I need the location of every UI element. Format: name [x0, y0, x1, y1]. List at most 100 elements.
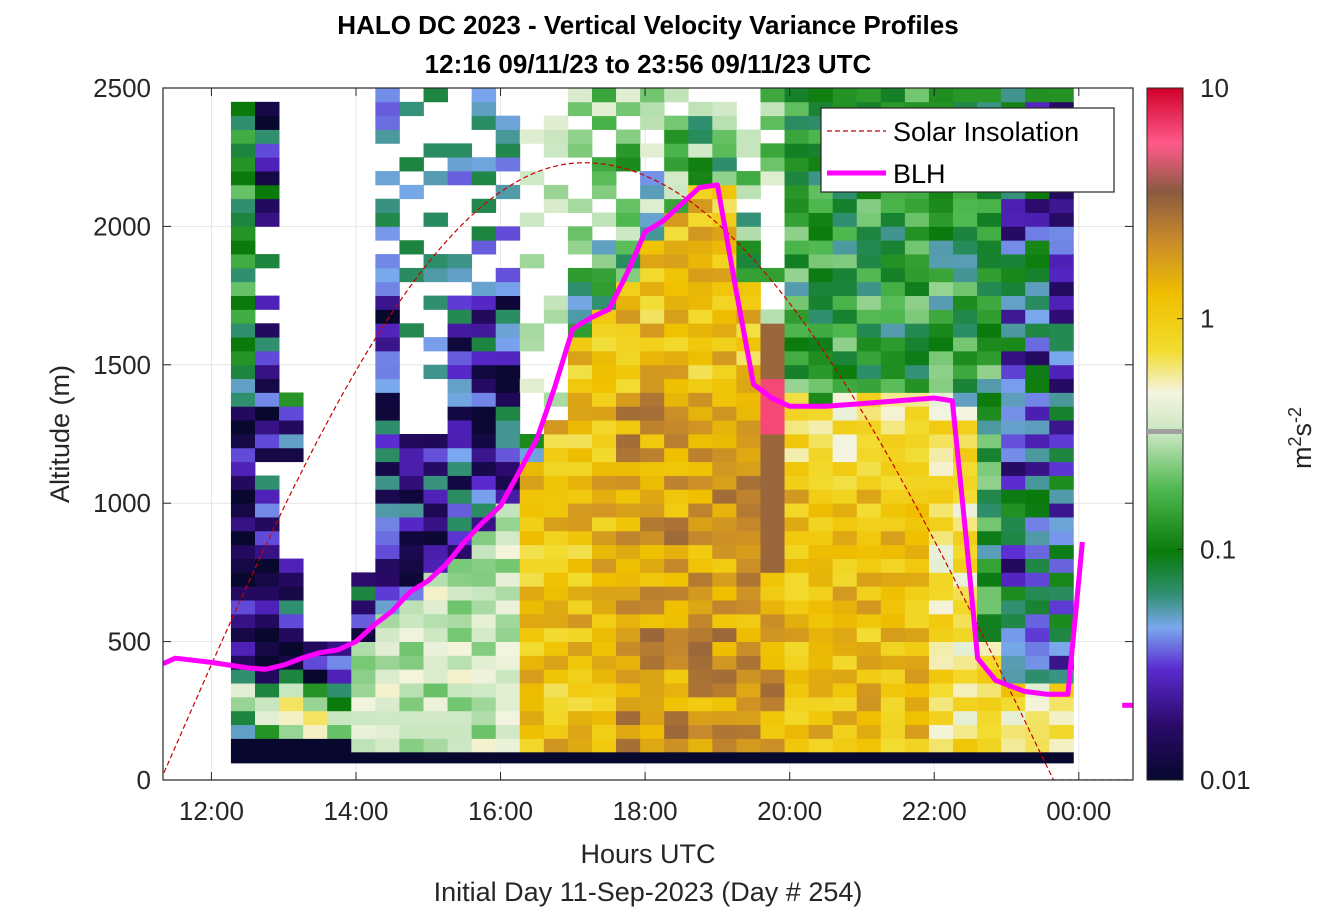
heatmap-cell — [423, 738, 448, 753]
heatmap-cell — [712, 572, 737, 587]
heatmap-cell — [591, 503, 617, 518]
heatmap-cell — [255, 613, 280, 629]
heatmap-cell — [567, 267, 593, 283]
heatmap-cell — [423, 572, 448, 587]
heatmap-cell — [447, 710, 473, 726]
heatmap-cell — [736, 600, 761, 615]
colorbar-tick-label: 1 — [1200, 304, 1214, 334]
heatmap-cell — [230, 226, 256, 241]
heatmap-cell — [543, 738, 569, 753]
heatmap-cell — [977, 392, 1002, 407]
heatmap-cell — [1001, 406, 1026, 421]
heatmap-cell — [736, 364, 761, 380]
heatmap-cell — [519, 171, 545, 186]
heatmap-cell — [712, 101, 737, 117]
heatmap-cell — [904, 240, 930, 255]
heatmap-cell — [1049, 198, 1074, 213]
heatmap-cell — [567, 530, 593, 546]
heatmap-cell — [808, 572, 834, 587]
heatmap-cell — [447, 600, 473, 615]
heatmap-cell — [230, 530, 256, 546]
y-tick-label: 0 — [137, 765, 151, 795]
heatmap-cell — [784, 350, 810, 366]
heatmap-cell — [1049, 586, 1074, 601]
heatmap-cell — [255, 434, 280, 449]
heatmap-cell — [471, 627, 497, 642]
heatmap-cell — [640, 710, 665, 726]
heatmap-cell — [977, 572, 1002, 587]
heatmap-cell — [447, 503, 473, 518]
heatmap-cell — [616, 364, 641, 380]
colorbar-tick-label: 10 — [1200, 73, 1229, 103]
heatmap-cell — [543, 309, 569, 324]
heatmap-cell — [616, 157, 641, 172]
heatmap-cell — [928, 627, 954, 642]
heatmap-cell — [1001, 198, 1026, 213]
heatmap-cell — [760, 517, 785, 532]
heatmap-cell — [616, 129, 641, 144]
heatmap-cell — [712, 752, 737, 764]
colorbar: 0.01 0.1 1 10 m2s-2 — [1146, 73, 1317, 795]
heatmap-cell — [543, 724, 569, 739]
heatmap-cell — [471, 240, 497, 255]
heatmap-cell — [375, 503, 400, 518]
heatmap-cell — [736, 517, 761, 532]
heatmap-cell — [447, 143, 473, 158]
heatmap-cell — [856, 517, 882, 532]
heatmap-cell — [230, 752, 256, 764]
heatmap-cell — [640, 323, 665, 338]
heatmap-cell — [664, 434, 689, 449]
heatmap-cell — [688, 475, 713, 490]
heatmap-cell — [399, 240, 424, 255]
heatmap-cell — [953, 295, 978, 310]
heatmap-cell — [664, 406, 689, 421]
heatmap-cell — [375, 420, 400, 435]
heatmap-cell — [495, 226, 521, 241]
heatmap-cell — [977, 88, 1002, 103]
heatmap-cell — [1025, 572, 1050, 587]
heatmap-cell — [832, 378, 858, 393]
heatmap-cell — [616, 337, 641, 352]
heatmap-cell — [880, 738, 906, 753]
heatmap-cell — [255, 420, 280, 435]
heatmap-cell — [495, 655, 521, 670]
heatmap-cell — [928, 683, 954, 698]
heatmap-cell — [856, 198, 882, 213]
heatmap-cell — [423, 544, 448, 559]
heatmap-cell — [255, 392, 280, 407]
heatmap-cell — [1025, 350, 1050, 366]
y-axis-ticks: 0 500 1000 1500 2000 2500 — [93, 73, 1133, 795]
heatmap-cell — [904, 489, 930, 504]
heatmap-cell — [447, 517, 473, 532]
x-axis-ticks: 12:00 14:00 16:00 18:00 20:00 22:00 00:00 — [179, 88, 1111, 826]
heatmap-cell — [495, 143, 521, 158]
heatmap-cell — [928, 558, 954, 573]
heatmap-cell — [303, 710, 328, 726]
heatmap-cell — [856, 406, 882, 421]
heatmap-cell — [640, 724, 665, 739]
heatmap-cell — [953, 627, 978, 642]
heatmap-cell — [255, 627, 280, 642]
heatmap-cell — [688, 420, 713, 435]
heatmap-cell — [977, 544, 1002, 559]
heatmap-cell — [904, 378, 930, 393]
heatmap-cell — [399, 752, 424, 764]
heatmap-cell — [471, 600, 497, 615]
y-tick-label: 2500 — [93, 73, 151, 103]
heatmap-cell — [375, 337, 400, 352]
heatmap-cell — [351, 669, 376, 684]
heatmap-cell — [471, 461, 497, 476]
heatmap-cell — [1025, 240, 1050, 255]
heatmap-cell — [664, 669, 689, 684]
heatmap-cell — [495, 627, 521, 642]
heatmap-cell — [495, 337, 521, 352]
heatmap-cell — [399, 572, 424, 587]
heatmap-cell — [736, 267, 761, 283]
heatmap-cell — [567, 101, 593, 117]
x-tick-label: 16:00 — [468, 796, 533, 826]
heatmap-cell — [953, 281, 978, 296]
heatmap-cell — [904, 641, 930, 656]
heatmap-cell — [664, 254, 689, 269]
heatmap-cell — [616, 489, 641, 504]
heatmap-cell — [953, 489, 978, 504]
